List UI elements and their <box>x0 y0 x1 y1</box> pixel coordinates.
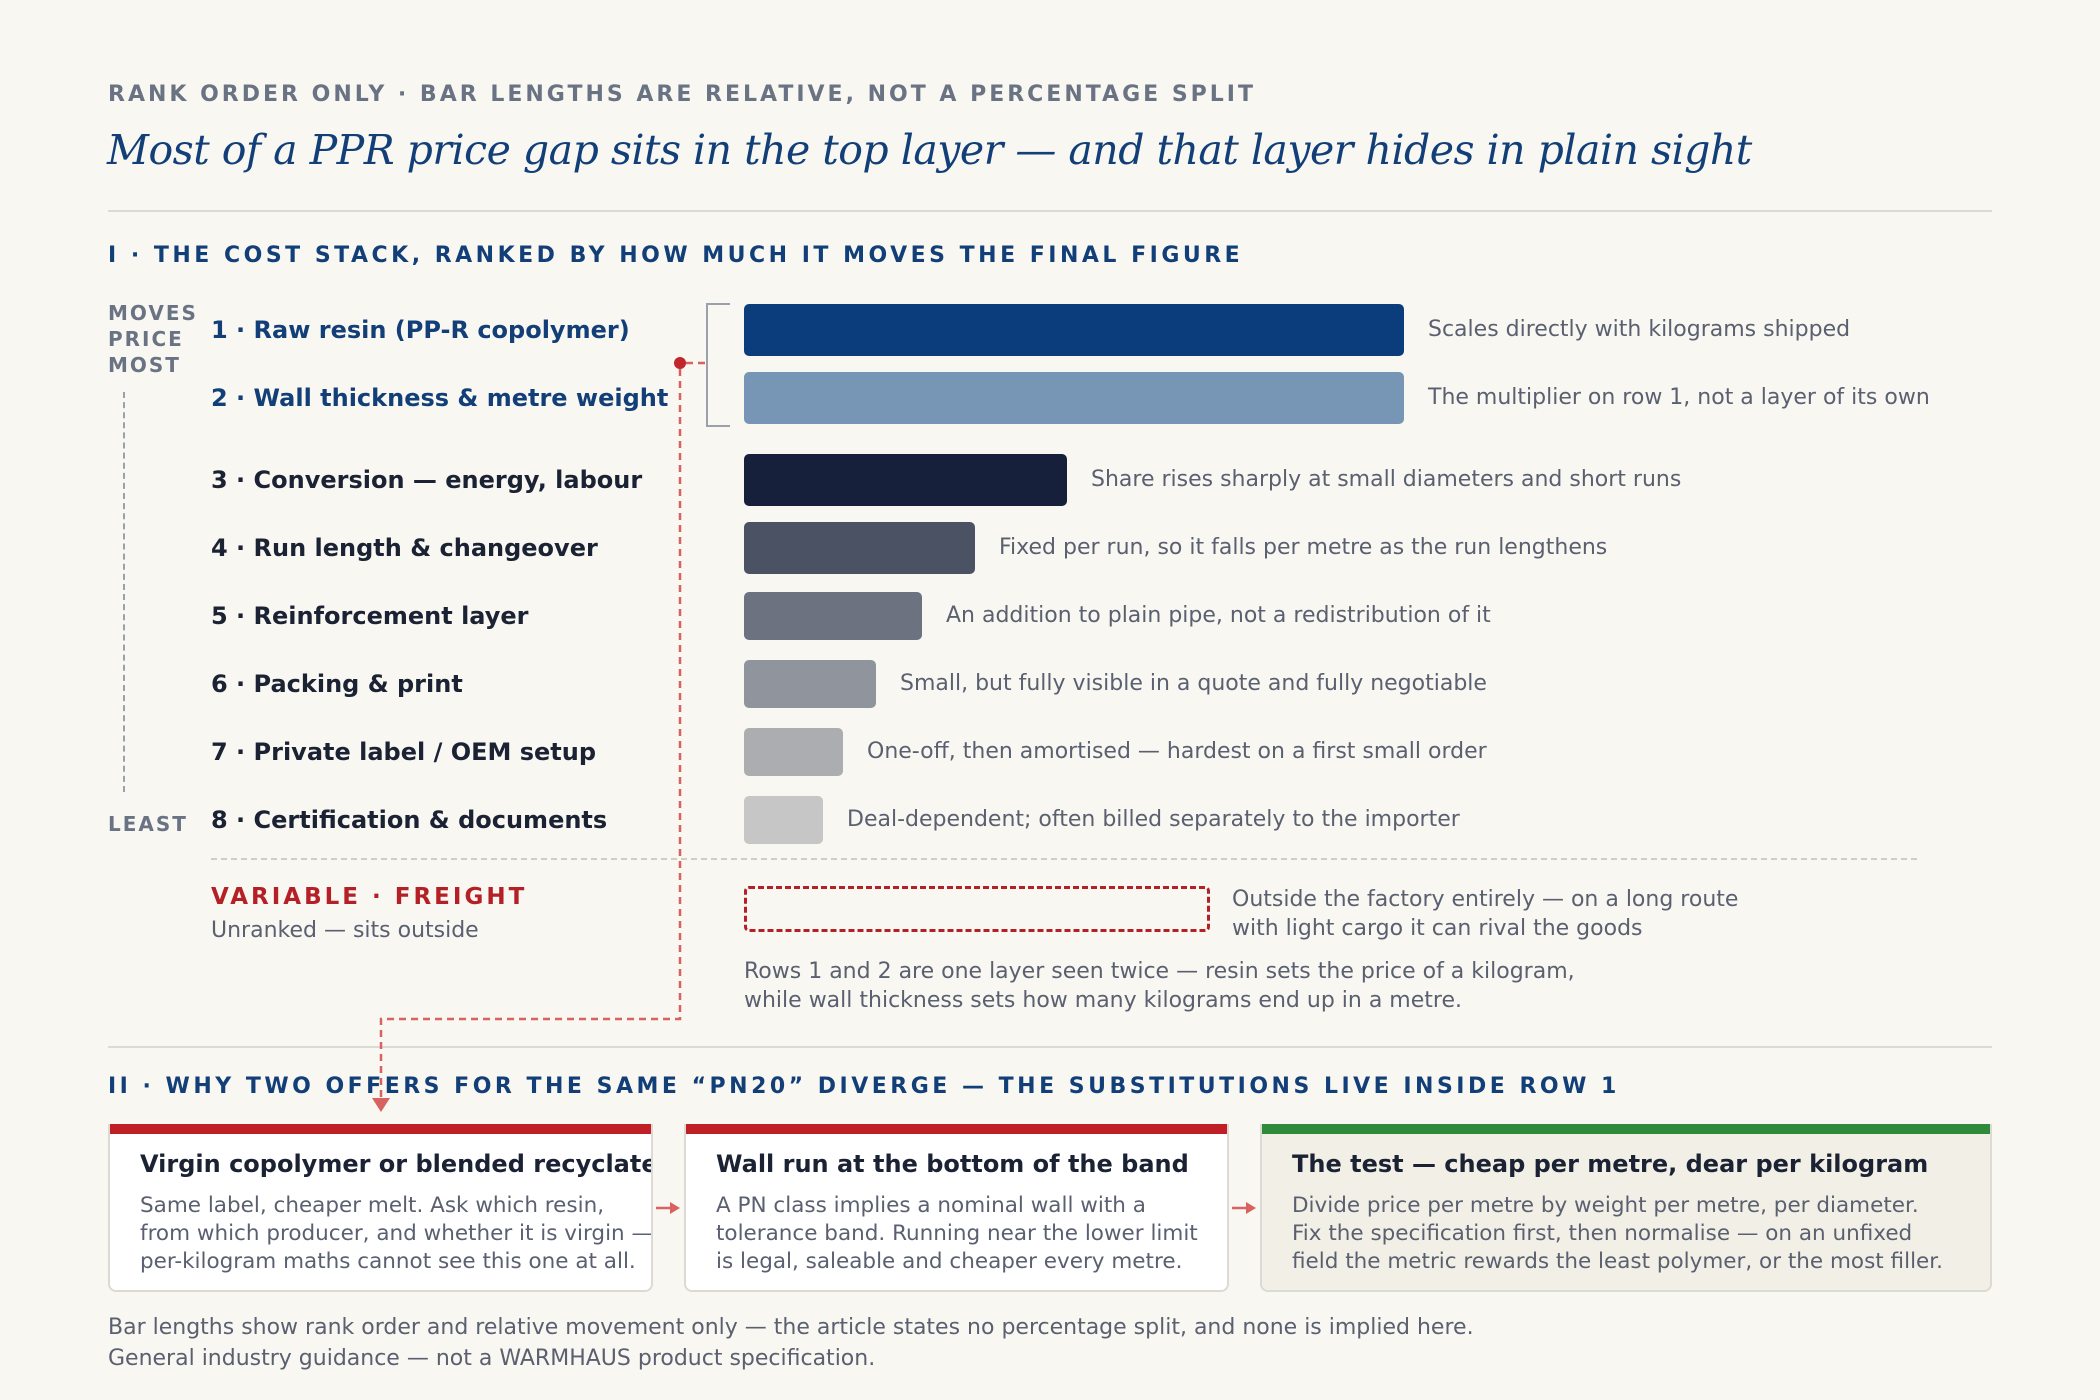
freight-bar <box>744 886 1210 932</box>
cost-bar <box>744 372 1404 424</box>
row-note: One-off, then amortised — hardest on a f… <box>867 739 1487 764</box>
rows-note: Rows 1 and 2 are one layer seen twice — … <box>744 957 1575 1015</box>
rows-note-line: Rows 1 and 2 are one layer seen twice — … <box>744 959 1575 984</box>
cost-bar <box>744 728 843 776</box>
freight-note-line: with light cargo it can rival the goods <box>1232 916 1643 941</box>
card-arrow-head <box>670 1202 680 1214</box>
row-label: 8 · Certification & documents <box>211 806 608 834</box>
card-body: A PN class implies a nominal wall with a… <box>716 1192 1227 1276</box>
cost-bar <box>744 660 876 708</box>
axis-top-label: MOVES PRICE MOST <box>108 301 198 377</box>
row-note: The multiplier on row 1, not a layer of … <box>1428 385 1930 410</box>
freight-note-line: Outside the factory entirely — on a long… <box>1232 887 1739 912</box>
row-label: 4 · Run length & changeover <box>211 534 598 562</box>
card-body: Same label, cheaper melt. Ask which resi… <box>140 1192 653 1276</box>
row-label: 6 · Packing & print <box>211 670 463 698</box>
card-wall-run: Wall run at the bottom of the band A PN … <box>684 1124 1229 1292</box>
cost-bar <box>744 796 823 844</box>
card-the-test: The test — cheap per metre, dear per kil… <box>1260 1124 1992 1292</box>
cost-bar <box>744 592 922 640</box>
connector-arrowhead <box>372 1098 390 1112</box>
connector-line <box>379 369 682 1105</box>
card-line: Same label, cheaper melt. Ask which resi… <box>140 1193 605 1218</box>
axis-line <box>123 392 125 792</box>
card-line: is legal, saleable and cheaper every met… <box>716 1249 1183 1274</box>
freight-sublabel: Unranked — sits outside <box>211 918 479 943</box>
card-topbar <box>110 1124 651 1134</box>
section-1-heading: I · THE COST STACK, RANKED BY HOW MUCH I… <box>108 243 1244 268</box>
rows-1-2-bracket <box>706 303 730 427</box>
cost-bar <box>744 304 1404 356</box>
row-note: Deal-dependent; often billed separately … <box>847 807 1460 832</box>
freight-label: VARIABLE · FREIGHT <box>211 884 528 910</box>
divider <box>108 1046 1992 1048</box>
row-note: Scales directly with kilograms shipped <box>1428 317 1851 342</box>
card-arrow-head <box>1246 1202 1256 1214</box>
cost-bar <box>744 522 975 574</box>
card-title: Wall run at the bottom of the band <box>716 1150 1189 1178</box>
card-virgin-vs-recyclate: Virgin copolymer or blended recyclate Sa… <box>108 1124 653 1292</box>
row-label: 5 · Reinforcement layer <box>211 602 529 630</box>
card-line: Fix the specification first, then normal… <box>1292 1221 1913 1246</box>
row-label: 3 · Conversion — energy, labour <box>211 466 643 494</box>
freight-separator <box>211 858 1917 860</box>
section-2-heading: II · WHY TWO OFFERS FOR THE SAME “PN20” … <box>108 1074 1620 1099</box>
row-note: Small, but fully visible in a quote and … <box>900 671 1487 696</box>
card-line: field the metric rewards the least polym… <box>1292 1249 1943 1274</box>
row-note: An addition to plain pipe, not a redistr… <box>946 603 1491 628</box>
row-note: Share rises sharply at small diameters a… <box>1091 467 1682 492</box>
footnote: General industry guidance — not a WARMHA… <box>108 1346 876 1371</box>
row-label: 1 · Raw resin (PP-R copolymer) <box>211 316 630 344</box>
divider <box>108 210 1992 212</box>
card-line: Divide price per metre by weight per met… <box>1292 1193 1919 1218</box>
page-title: Most of a PPR price gap sits in the top … <box>107 126 1752 174</box>
card-line: A PN class implies a nominal wall with a <box>716 1193 1146 1218</box>
card-topbar <box>686 1124 1227 1134</box>
footnote: Bar lengths show rank order and relative… <box>108 1315 1474 1340</box>
card-topbar <box>1262 1124 1990 1134</box>
card-title: Virgin copolymer or blended recyclate <box>140 1150 653 1178</box>
row-label: 7 · Private label / OEM setup <box>211 738 597 766</box>
connector-dot <box>674 357 686 369</box>
row-label: 2 · Wall thickness & metre weight <box>211 384 669 412</box>
card-body: Divide price per metre by weight per met… <box>1292 1192 1990 1276</box>
axis-bottom-label: LEAST <box>108 812 188 836</box>
row-note: Fixed per run, so it falls per metre as … <box>999 535 1608 560</box>
card-line: per-kilogram maths cannot see this one a… <box>140 1249 636 1274</box>
card-title: The test — cheap per metre, dear per kil… <box>1292 1150 1929 1178</box>
card-line: tolerance band. Running near the lower l… <box>716 1221 1198 1246</box>
cost-bar <box>744 454 1067 506</box>
rows-note-line: while wall thickness sets how many kilog… <box>744 988 1462 1013</box>
card-line: from which producer, and whether it is v… <box>140 1221 653 1246</box>
kicker: RANK ORDER ONLY · BAR LENGTHS ARE RELATI… <box>108 82 1256 107</box>
freight-note: Outside the factory entirely — on a long… <box>1232 885 1738 943</box>
